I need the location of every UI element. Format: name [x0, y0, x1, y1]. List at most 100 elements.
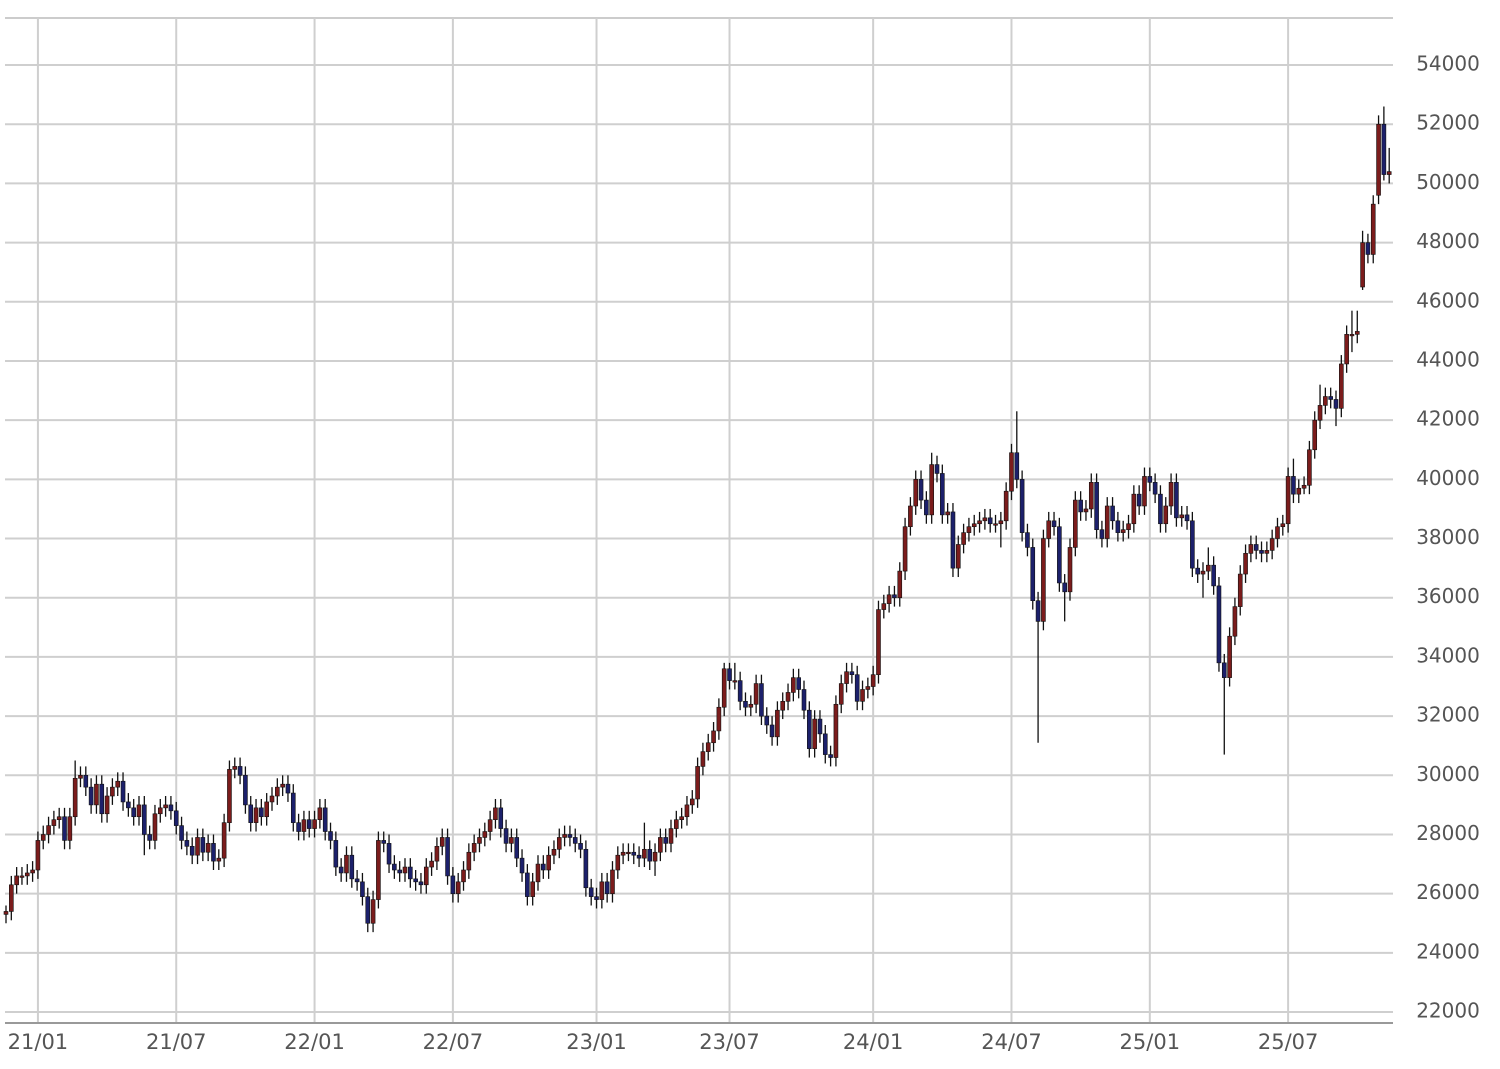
candle-body: [647, 848, 653, 862]
candle-body: [854, 674, 860, 702]
candle-body: [72, 777, 78, 818]
candle-body: [1269, 538, 1275, 551]
candle-body: [1259, 550, 1264, 554]
y-tick-label: 30000: [1416, 762, 1480, 786]
candle-body: [509, 837, 514, 844]
candle-body: [892, 594, 897, 599]
candle-body: [1237, 573, 1243, 607]
candle-body: [1317, 405, 1323, 421]
candle-body: [721, 668, 727, 708]
candle-body: [1110, 505, 1115, 522]
candle-body: [860, 689, 865, 702]
candle-body: [418, 881, 424, 886]
candle-body: [78, 775, 83, 779]
candle-body: [737, 680, 743, 702]
candle-body: [322, 807, 328, 832]
candle-body: [195, 837, 200, 856]
candle-body: [126, 801, 131, 809]
candle-body: [886, 594, 892, 604]
candle-body: [604, 881, 610, 894]
candle-body: [328, 831, 333, 841]
candle-body: [1328, 396, 1333, 400]
candle-body: [902, 526, 908, 572]
candle-body: [583, 848, 589, 889]
candle-body: [306, 819, 312, 829]
candle-body: [1126, 523, 1131, 530]
candle-body: [1184, 514, 1190, 522]
candle-body: [1211, 564, 1216, 587]
y-tick-label: 48000: [1416, 229, 1480, 253]
candle-body: [1301, 484, 1307, 489]
candle-body: [466, 851, 472, 871]
candle-body: [567, 834, 573, 838]
candle-body: [386, 843, 392, 865]
candle-body: [152, 813, 158, 841]
candle-body: [157, 807, 163, 815]
candle-body: [1339, 363, 1344, 409]
candle-body: [551, 848, 557, 856]
candle-body: [594, 896, 599, 900]
y-tick-label: 34000: [1416, 643, 1480, 667]
candle-body: [1174, 482, 1179, 519]
x-tick-label: 23/07: [699, 1030, 760, 1054]
candle-body: [1035, 600, 1041, 622]
candle-body: [1083, 508, 1089, 513]
candle-body: [120, 780, 126, 803]
candle-body: [870, 674, 876, 687]
candle-body: [1073, 499, 1078, 548]
candle-body: [189, 846, 195, 856]
candle-body: [296, 822, 301, 832]
candle-body: [530, 881, 535, 897]
candle-body: [950, 511, 956, 569]
candle-body: [1030, 547, 1036, 601]
candle-body: [1152, 482, 1158, 495]
candle-body: [1323, 396, 1328, 406]
candle-body: [620, 851, 626, 856]
candle-body: [695, 766, 700, 800]
candle-body: [349, 854, 355, 880]
candle-body: [838, 683, 844, 705]
candle-body: [471, 843, 477, 853]
candle-body: [131, 807, 136, 818]
y-tick-label: 38000: [1416, 525, 1480, 549]
candle-body: [897, 570, 903, 599]
candle-body: [1285, 476, 1291, 525]
candle-body: [615, 854, 621, 871]
candle-body: [743, 701, 748, 708]
candle-body: [631, 851, 637, 856]
candle-body: [1275, 526, 1280, 539]
candle-body: [30, 869, 35, 874]
candle-body: [934, 464, 940, 474]
candle-body: [493, 807, 498, 820]
candle-body: [945, 511, 950, 516]
candle-body: [1386, 171, 1392, 175]
candle-body: [14, 875, 19, 886]
candle-body: [1179, 514, 1185, 519]
candle-body: [56, 816, 62, 820]
candle-body: [67, 816, 73, 841]
candle-body: [801, 689, 807, 711]
candle-body: [1014, 452, 1020, 480]
candle-body: [668, 828, 674, 844]
candle-body: [503, 828, 509, 844]
candle-body: [179, 825, 184, 841]
candle-body: [1168, 482, 1174, 507]
candle-body: [62, 816, 67, 841]
candle-body: [301, 819, 307, 832]
candle-body: [434, 846, 440, 862]
candle-body: [259, 807, 264, 818]
candle-body: [1131, 493, 1137, 525]
candle-body: [1248, 544, 1254, 554]
candle-body: [173, 810, 179, 826]
candle-body: [578, 843, 583, 850]
candle-body: [1120, 529, 1126, 533]
candle-body: [1291, 476, 1296, 495]
candle-body: [3, 911, 9, 915]
candle-body: [1365, 242, 1371, 255]
candle-body: [317, 807, 323, 820]
candle-body: [344, 854, 349, 874]
candle-body: [541, 863, 546, 871]
x-tick-label: 21/07: [146, 1030, 207, 1054]
candle-body: [237, 766, 243, 776]
